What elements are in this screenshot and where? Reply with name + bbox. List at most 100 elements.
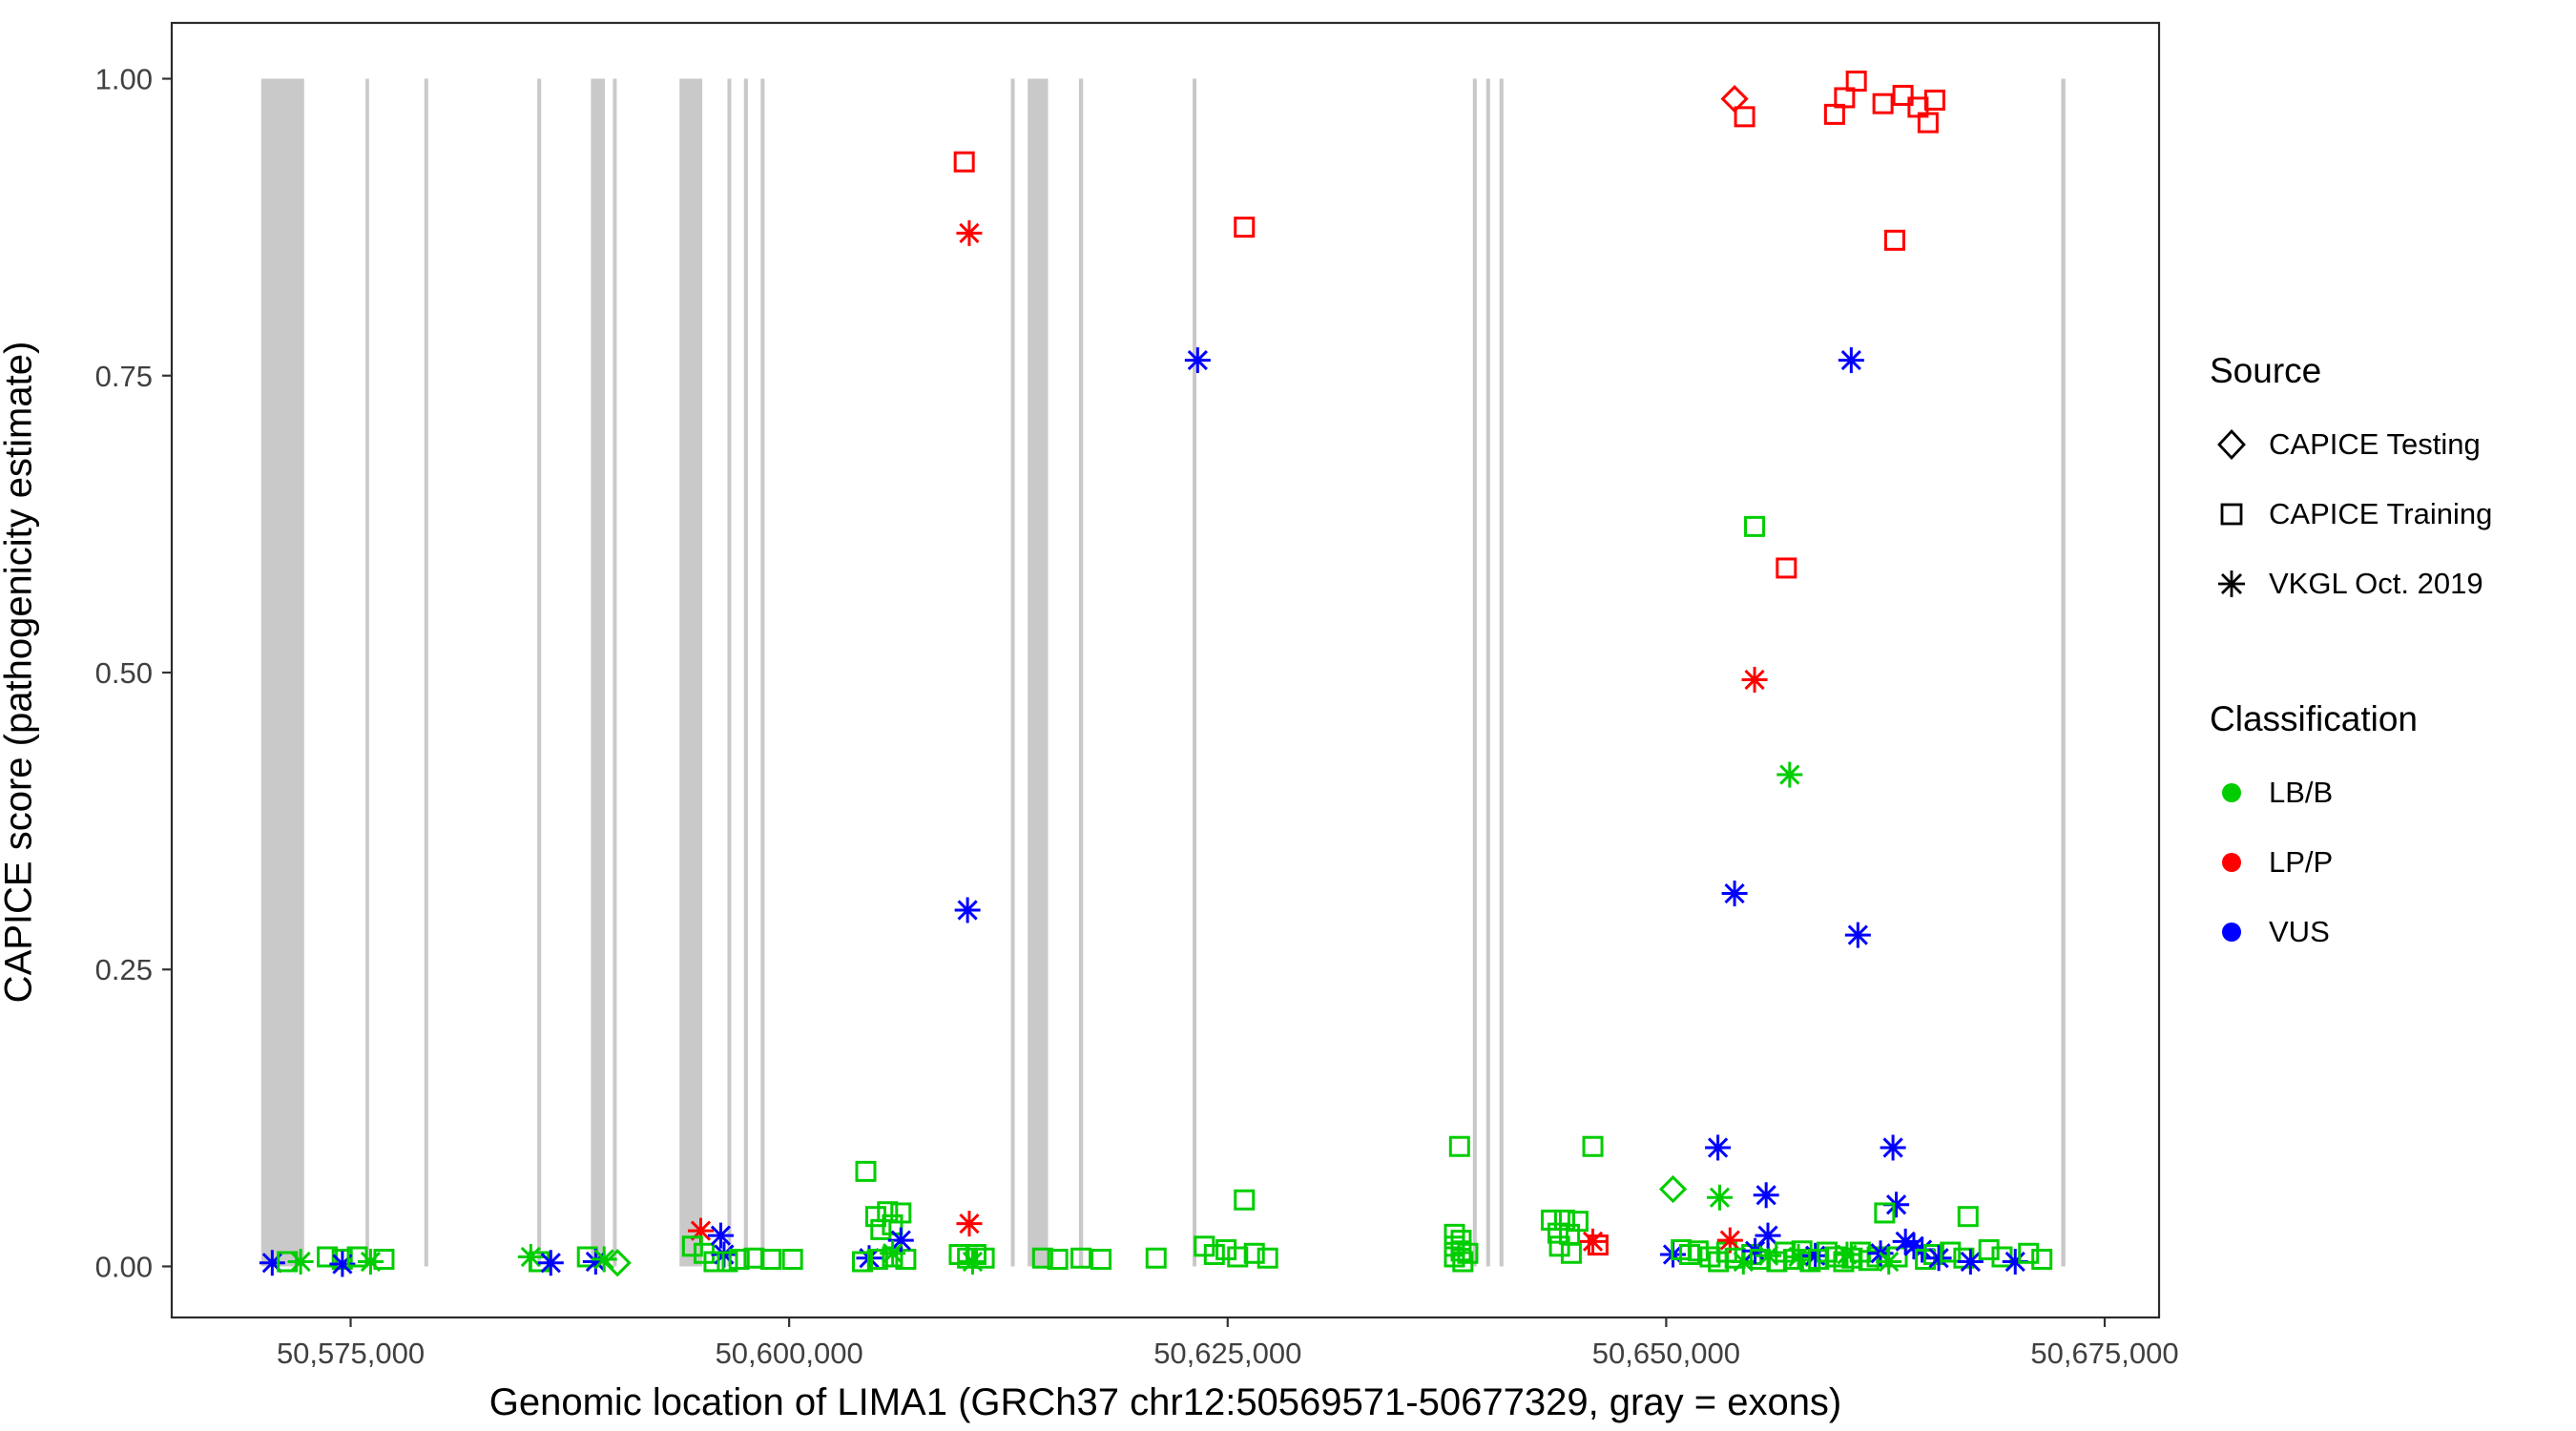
legend-item-label: VUS — [2269, 915, 2330, 948]
data-point-ray — [1960, 1251, 1981, 1273]
exon-band — [727, 78, 732, 1267]
data-point — [707, 1222, 734, 1249]
data-point — [887, 1227, 914, 1254]
data-point — [1721, 881, 1748, 907]
data-point — [681, 1235, 703, 1257]
exon-band — [760, 78, 765, 1267]
data-point-ray — [1882, 1137, 1903, 1158]
data-point — [1215, 1239, 1237, 1261]
legend-item-capice-testing: CAPICE Testing — [2210, 416, 2572, 473]
square-icon — [2220, 503, 2243, 526]
data-point — [1540, 1209, 1562, 1231]
data-point — [855, 1160, 877, 1182]
data-point — [880, 1240, 906, 1267]
data-point — [1874, 1202, 1896, 1224]
legend-spacer — [2210, 625, 2572, 699]
data-point-ray — [2005, 1251, 2025, 1273]
data-point — [2031, 1248, 2053, 1270]
data-point-ray — [1709, 1187, 1731, 1208]
data-point — [1802, 1242, 1829, 1269]
data-point — [851, 1251, 873, 1273]
legend-item-label: VKGL Oct. 2019 — [2269, 567, 2483, 600]
legend-source-title: Source — [2210, 351, 2322, 390]
data-point-ray — [710, 1225, 732, 1246]
data-point — [1741, 666, 1768, 693]
data-point — [1925, 1245, 1952, 1272]
exon-band — [260, 78, 304, 1267]
data-point — [890, 1202, 912, 1224]
exon-band — [1485, 78, 1490, 1267]
data-point — [1785, 1244, 1812, 1271]
data-point — [1776, 761, 1803, 788]
legend-item-vkgl: VKGL Oct. 2019 — [2210, 555, 2572, 612]
legend-item-label: LP/P — [2269, 845, 2334, 879]
x-tick-label: 50,600,000 — [716, 1337, 863, 1370]
exon-band — [1028, 78, 1049, 1267]
data-point — [1923, 89, 1945, 111]
data-point — [1753, 1182, 1779, 1209]
data-point — [1184, 347, 1211, 374]
legend-item-label: CAPICE Testing — [2269, 427, 2481, 461]
data-point — [357, 1248, 384, 1275]
legend: Source CAPICE Testing CAPICE Training — [2210, 351, 2572, 973]
data-point — [956, 1211, 983, 1237]
data-point — [959, 1248, 986, 1275]
data-point-ray — [959, 1213, 980, 1234]
data-point — [1845, 71, 1867, 93]
data-point — [1940, 1241, 1962, 1263]
data-point — [760, 1248, 782, 1270]
data-point — [1243, 1242, 1265, 1264]
data-point — [1457, 1242, 1479, 1264]
data-point — [1844, 922, 1871, 948]
data-point — [1031, 1247, 1053, 1269]
blue-dot-icon — [2222, 923, 2241, 942]
data-point — [1706, 1184, 1733, 1211]
data-point — [1450, 1230, 1472, 1252]
asterisk-icon — [2218, 570, 2245, 597]
diamond-icon — [2217, 428, 2246, 461]
panel-border — [170, 21, 2161, 1319]
data-point — [1957, 1248, 1984, 1275]
data-point — [1705, 1134, 1732, 1161]
legend-classification-group: Classification LB/B LP/P VUS — [2210, 699, 2572, 961]
data-point — [1070, 1247, 1092, 1269]
data-point — [1883, 229, 1905, 251]
data-point — [287, 1248, 314, 1275]
data-point — [1687, 1240, 1709, 1262]
data-point — [1734, 106, 1755, 128]
green-dot-icon — [2222, 783, 2241, 802]
legend-item-vus: VUS — [2210, 903, 2572, 961]
x-tick-label: 50,675,000 — [2030, 1337, 2178, 1370]
data-point-ray — [1903, 1235, 1924, 1256]
data-point — [1448, 1135, 1470, 1157]
data-point — [1776, 557, 1797, 579]
data-point-ray — [959, 222, 980, 243]
exon-band — [424, 78, 428, 1267]
y-tick-label: 1.00 — [95, 63, 153, 96]
data-point — [1234, 1189, 1256, 1211]
data-point — [1257, 1247, 1278, 1269]
data-point-ray — [1187, 349, 1208, 371]
legend-classification-title: Classification — [2210, 699, 2418, 738]
y-tick-label: 0.00 — [95, 1250, 153, 1283]
data-point — [728, 1248, 750, 1270]
data-point — [1047, 1248, 1069, 1270]
data-point — [1957, 1206, 1979, 1228]
data-point-ray — [1928, 1248, 1949, 1269]
data-point — [717, 1251, 738, 1273]
data-point-ray — [1744, 669, 1765, 691]
y-tick-label: 0.25 — [95, 953, 153, 986]
exon-band — [679, 78, 703, 1267]
red-dot-icon — [2222, 853, 2241, 872]
exon-band — [365, 78, 369, 1267]
data-point — [1580, 1228, 1607, 1255]
y-axis-title: CAPICE score (pathogenicity estimate) — [0, 341, 40, 1004]
data-point — [1838, 347, 1864, 374]
data-point — [1450, 1240, 1472, 1262]
exon-band — [613, 78, 617, 1267]
data-point — [591, 1246, 617, 1273]
data-point-ray — [1724, 882, 1745, 904]
exon-band — [1472, 78, 1477, 1267]
